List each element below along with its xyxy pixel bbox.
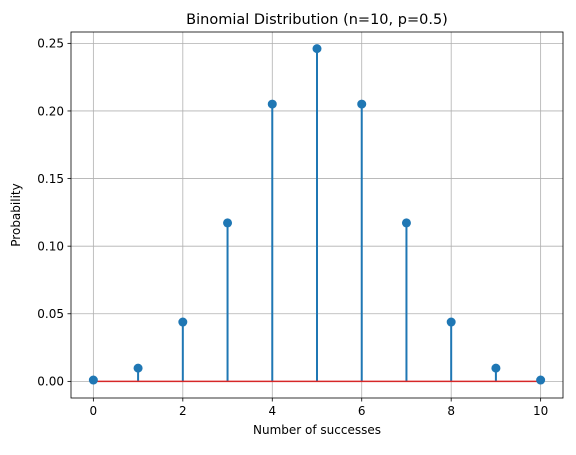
- markers: [88, 44, 546, 385]
- stem-marker: [401, 218, 411, 228]
- x-tick-label: 8: [447, 404, 455, 418]
- stem-marker: [88, 375, 98, 385]
- y-tick-label: 0.25: [37, 37, 64, 51]
- x-ticks: 0 2 4 6 8 10: [90, 398, 548, 418]
- stem-marker: [178, 317, 188, 327]
- stem-marker: [536, 375, 546, 385]
- y-tick-label: 0.00: [37, 375, 64, 389]
- stem-marker: [446, 317, 456, 327]
- y-ticks: 0.00 0.05 0.10 0.15 0.20 0.25: [37, 37, 71, 389]
- stem-marker: [223, 218, 233, 228]
- stem-marker: [491, 363, 501, 373]
- x-tick-label: 4: [268, 404, 276, 418]
- chart-title: Binomial Distribution (n=10, p=0.5): [186, 12, 448, 28]
- stem-marker: [357, 99, 367, 109]
- stem-marker: [267, 99, 277, 109]
- x-axis-label: Number of successes: [253, 423, 381, 437]
- x-tick-label: 0: [90, 404, 98, 418]
- y-tick-label: 0.15: [37, 172, 64, 186]
- x-tick-label: 6: [358, 404, 366, 418]
- plot-frame: [70, 31, 564, 399]
- x-tick-label: 10: [533, 404, 548, 418]
- stems: [92, 48, 542, 382]
- stem-marker: [312, 44, 322, 54]
- y-tick-label: 0.05: [37, 307, 64, 321]
- y-tick-label: 0.20: [37, 104, 64, 118]
- x-tick-label: 2: [179, 404, 187, 418]
- stem-marker: [133, 363, 143, 373]
- y-tick-label: 0.10: [37, 239, 64, 253]
- y-axis-label: Probability: [9, 183, 23, 246]
